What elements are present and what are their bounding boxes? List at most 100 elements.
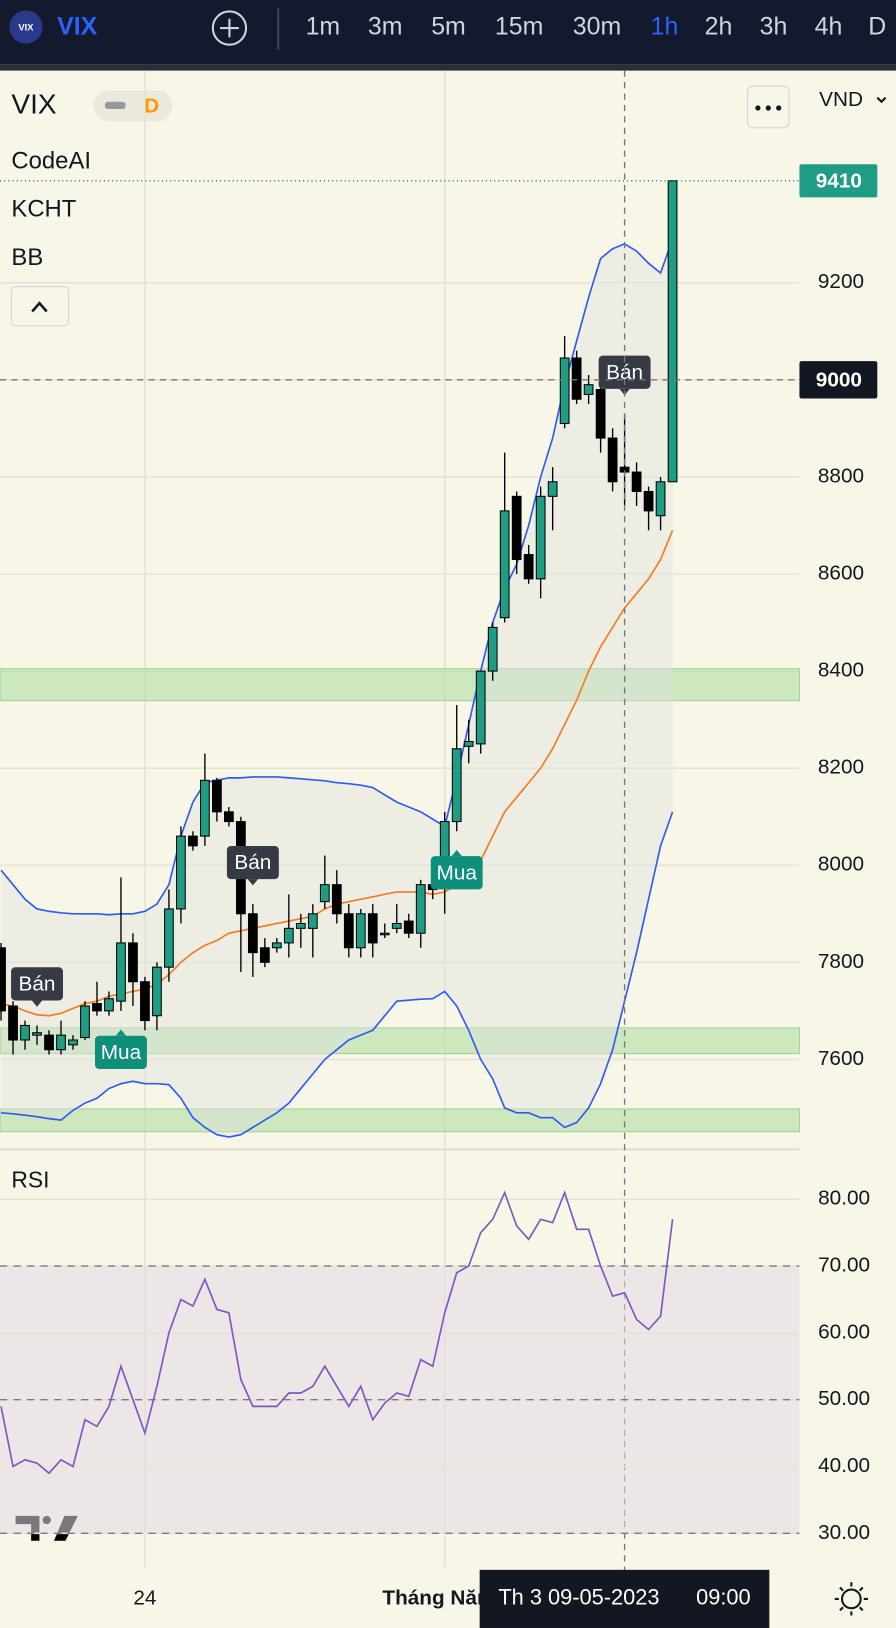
collapse-button[interactable] — [10, 286, 70, 327]
y-tick-label: 8600 — [818, 561, 864, 584]
indicator-list: CodeAI KCHT BB — [11, 147, 91, 271]
signal-label: Bán — [234, 851, 271, 874]
timeframe[interactable]: 5m — [431, 13, 466, 41]
candle-body — [451, 748, 462, 823]
candle-body — [643, 490, 654, 512]
y-tick-label: 8400 — [818, 659, 864, 682]
candle-body — [319, 884, 330, 903]
currency[interactable]: VND — [819, 88, 863, 111]
candle-body — [104, 998, 114, 1012]
candle-body — [655, 481, 666, 517]
add-icon — [220, 18, 239, 38]
timeframe[interactable]: D — [868, 13, 886, 41]
signal-pointer — [247, 879, 259, 886]
indicator-line — [0, 811, 674, 1138]
candle-body — [176, 835, 186, 910]
symbol-logo-text: VIX — [18, 23, 34, 33]
candle-body — [583, 384, 594, 395]
candle-body — [20, 1024, 30, 1041]
last-price-label: 9410 — [816, 169, 862, 192]
indicator-name: KCHT — [11, 196, 76, 223]
toolbar-border — [0, 64, 896, 71]
candle-body — [247, 913, 258, 954]
candle-body — [331, 884, 342, 915]
legend-symbol: VIX — [11, 88, 56, 119]
x-tick-label: Tháng Năm — [382, 1586, 495, 1609]
legend-badge[interactable] — [93, 90, 173, 122]
candle-body — [44, 1034, 54, 1051]
candle-body — [355, 913, 366, 949]
toolbar — [0, 0, 896, 65]
candle-body — [307, 913, 318, 929]
candle-body — [8, 1005, 18, 1041]
candle-body — [283, 927, 294, 944]
y-tick-label: 50.00 — [818, 1387, 870, 1410]
settings-icon[interactable] — [834, 1582, 868, 1616]
y-tick-label: 30.00 — [818, 1521, 870, 1544]
candle-body — [295, 922, 306, 929]
indicator-name: BB — [11, 244, 43, 271]
collapse-icon — [31, 301, 48, 313]
candle-body — [92, 1003, 102, 1012]
timeframes: 1m 3m 5m 15m 30m 1h 2h 3h 4h D — [306, 13, 887, 41]
symbol-name[interactable]: VIX — [57, 13, 98, 41]
timeframe[interactable]: 15m — [495, 13, 543, 41]
crosshair-price-box — [799, 361, 878, 399]
candle-body — [68, 1039, 78, 1046]
crosshair-time-box — [479, 1569, 770, 1628]
candle-body — [271, 942, 282, 949]
legend-badge-dash — [104, 101, 126, 110]
y-tick-label: 40.00 — [818, 1454, 870, 1477]
signal-pointer — [31, 1000, 43, 1007]
candle-body — [188, 835, 198, 847]
y-tick-label: 7800 — [818, 950, 864, 973]
timeframe[interactable]: 1m — [306, 13, 341, 41]
timeframe[interactable]: 1h — [651, 13, 679, 41]
timeframe[interactable]: 30m — [573, 13, 621, 41]
currency-chevron — [876, 96, 887, 104]
candle-body — [523, 554, 534, 580]
y-tick-label: 70.00 — [818, 1254, 870, 1277]
candle-body — [212, 779, 222, 813]
candle-body — [224, 811, 234, 823]
timeframe[interactable]: 4h — [815, 13, 843, 41]
candle-body — [259, 947, 270, 963]
candle-body — [391, 922, 402, 929]
candle-body — [379, 932, 390, 936]
candle-body — [164, 908, 174, 968]
signal-box — [11, 967, 63, 1001]
symbol-logo[interactable] — [9, 10, 43, 44]
candle-body — [511, 495, 522, 560]
rsi-line — [0, 1190, 674, 1475]
candle-body — [607, 437, 618, 483]
candle-body — [0, 947, 6, 1012]
candle-body — [403, 920, 414, 934]
signal-pointer — [115, 1029, 127, 1036]
add-button[interactable] — [211, 10, 248, 46]
timeframe[interactable]: 2h — [705, 13, 733, 41]
timeframe[interactable]: 3m — [368, 13, 403, 41]
candle-body — [367, 913, 378, 944]
timeframe[interactable]: 3h — [760, 13, 788, 41]
candle-body — [152, 966, 162, 1017]
candle-body — [200, 779, 210, 837]
y-tick-label: 80.00 — [818, 1187, 870, 1210]
candle-body — [667, 180, 678, 483]
signal-label: Mua — [437, 861, 478, 884]
indicator-name: CodeAI — [11, 147, 91, 174]
signal-box — [430, 856, 483, 890]
candle-body — [463, 740, 474, 747]
candle-body — [535, 495, 546, 580]
candle-body — [80, 1005, 90, 1039]
candle-body — [56, 1034, 66, 1051]
candle-body — [415, 884, 426, 934]
y-tick-label: 8800 — [818, 464, 864, 487]
candle-body — [128, 942, 138, 983]
signal-label: Bán — [19, 972, 56, 995]
zone — [0, 1108, 800, 1133]
signal-pointer — [451, 849, 462, 857]
candle-body — [571, 357, 582, 400]
crosshair-price-label: 9000 — [816, 368, 862, 391]
